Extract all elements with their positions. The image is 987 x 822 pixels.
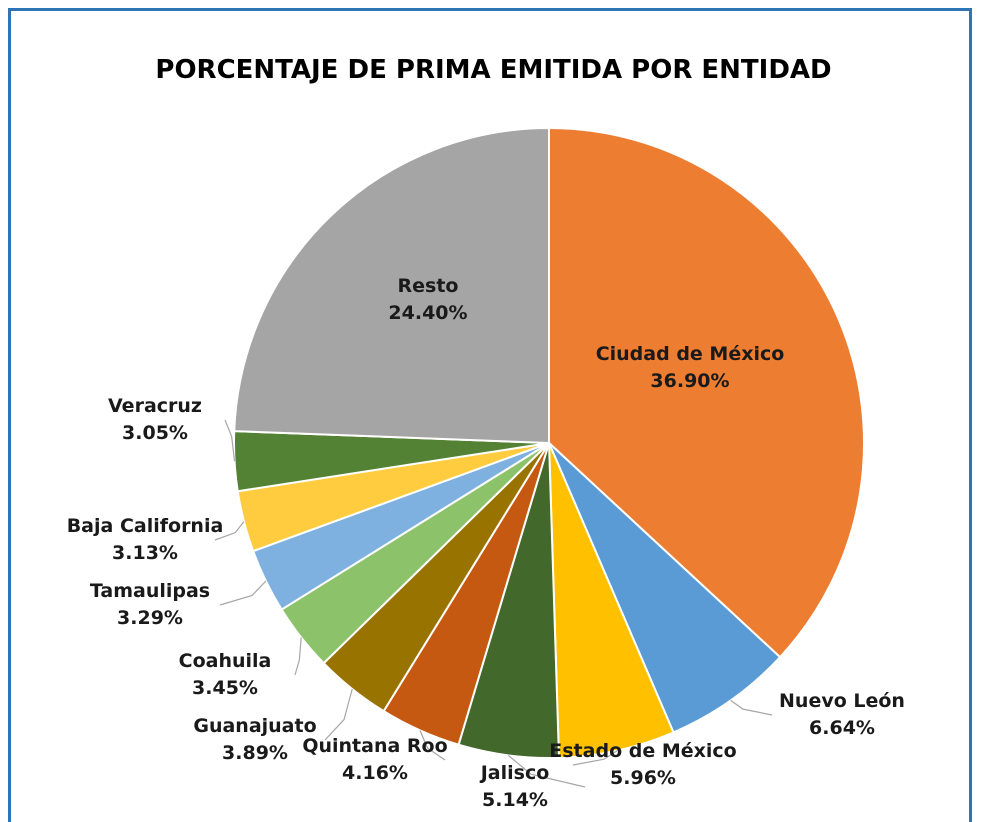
leader-line: [507, 754, 586, 788]
category-label: Jalisco: [480, 762, 550, 784]
leader-line: [730, 699, 773, 716]
value-label: 5.14%: [482, 789, 548, 811]
category-label: Nuevo León: [779, 690, 905, 712]
category-label: Veracruz: [108, 395, 202, 417]
value-label: 3.45%: [192, 677, 258, 699]
data-label: Jalisco 5.14%: [481, 760, 550, 814]
data-label: Baja California 3.13%: [67, 513, 224, 567]
category-label: Estado de México: [549, 740, 737, 762]
value-label: 24.40%: [388, 302, 468, 324]
leader-line: [294, 637, 302, 676]
category-label: Quintana Roo: [302, 735, 448, 757]
data-label: Estado de México 5.96%: [549, 738, 736, 792]
category-label: Resto: [397, 275, 459, 297]
value-label: 36.90%: [650, 370, 730, 392]
data-label: Veracruz 3.05%: [108, 393, 202, 447]
data-label: Guanajuato 3.89%: [193, 713, 316, 767]
value-label: 3.05%: [122, 422, 188, 444]
value-label: 3.89%: [222, 742, 288, 764]
category-label: Tamaulipas: [89, 580, 211, 602]
value-label: 3.13%: [112, 542, 178, 564]
value-label: 5.96%: [610, 767, 676, 789]
data-label: Ciudad de México 36.90%: [596, 341, 785, 395]
leader-line: [324, 688, 353, 741]
pie-slice: [233, 126, 550, 445]
chart-title: PORCENTAJE DE PRIMA EMITIDA POR ENTIDAD: [155, 55, 832, 85]
leader-line: [219, 580, 267, 606]
data-label: Quintana Roo 4.16%: [302, 733, 447, 787]
leader-line: [572, 749, 618, 766]
frame: [8, 8, 972, 822]
leader-line: [214, 521, 245, 541]
leader-line: [224, 419, 236, 462]
data-label: Coahuila 3.45%: [179, 648, 272, 702]
category-label: Ciudad de México: [595, 343, 785, 365]
data-label: Tamaulipas 3.29%: [90, 578, 210, 632]
pie-slice: [548, 442, 782, 734]
value-label: 4.16%: [342, 762, 408, 784]
value-label: 3.29%: [117, 607, 183, 629]
value-label: 6.64%: [809, 717, 875, 739]
category-label: Guanajuato: [193, 715, 317, 737]
leader-line: [419, 730, 446, 761]
pie-slice: [548, 126, 865, 659]
category-label: Coahuila: [178, 650, 272, 672]
category-label: Baja California: [66, 515, 224, 537]
data-label: Nuevo León 6.64%: [779, 688, 905, 742]
data-label: Resto 24.40%: [388, 273, 467, 327]
